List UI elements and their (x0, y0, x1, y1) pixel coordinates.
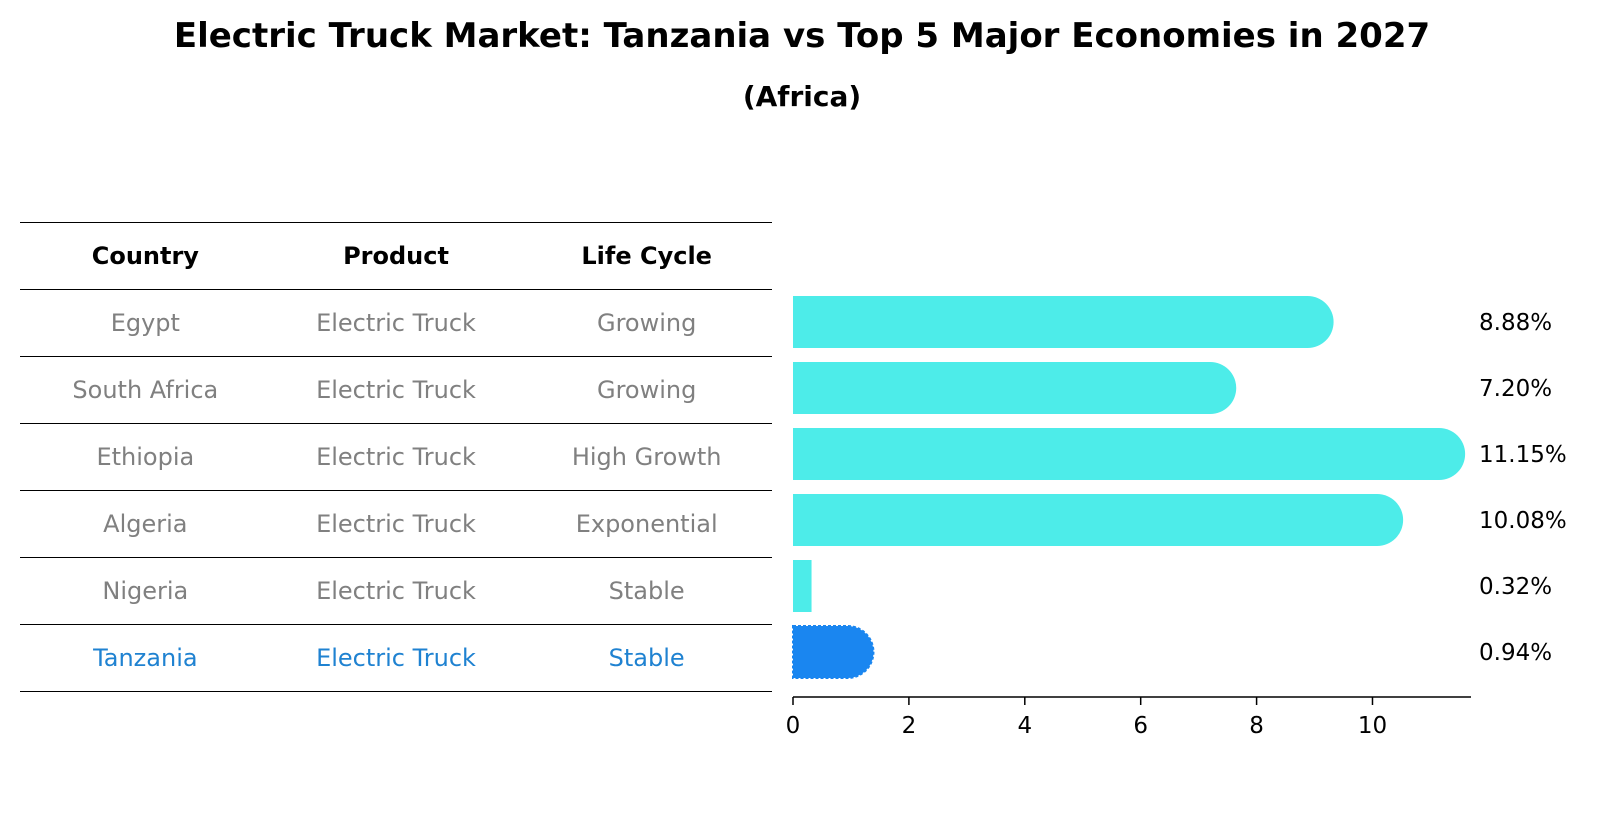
header-product: Product (343, 242, 449, 270)
bar-tanzania (792, 625, 875, 679)
cell-country: Tanzania (93, 644, 198, 672)
cell-life-cycle: High Growth (571, 443, 722, 471)
cell-life-cycle: Stable (608, 577, 685, 605)
table-row: Nigeria Electric Truck Stable (20, 557, 772, 624)
cell-life-cycle: Growing (596, 309, 697, 337)
chart-subtitle: (Africa) (742, 80, 862, 113)
header-life-cycle: Life Cycle (581, 242, 712, 270)
cell-country: Egypt (110, 309, 180, 337)
table-row: Egypt Electric Truck Growing (20, 289, 772, 356)
cell-product: Electric Truck (316, 644, 476, 672)
x-tick-label: 2 (902, 713, 917, 739)
cell-product: Electric Truck (316, 443, 476, 471)
cell-life-cycle: Stable (608, 644, 685, 672)
table-row-highlight: Tanzania Electric Truck Stable (20, 624, 772, 692)
table-header-row: Country Product Life Cycle (20, 222, 772, 289)
bar-value-label: 10.08% (1479, 508, 1567, 534)
cell-product: Electric Truck (316, 309, 476, 337)
cell-country: South Africa (72, 376, 219, 404)
bar-value-label: 8.88% (1479, 310, 1552, 336)
header-country: Country (91, 242, 199, 270)
bar-nigeria (793, 560, 812, 612)
x-tick-label: 6 (1133, 713, 1148, 739)
cell-life-cycle: Exponential (575, 510, 718, 538)
bar-south-africa (793, 362, 1237, 414)
chart-title: Electric Truck Market: Tanzania vs Top 5… (173, 16, 1431, 56)
cell-country: Algeria (103, 510, 188, 538)
table-row: Algeria Electric Truck Exponential (20, 490, 772, 557)
cell-product: Electric Truck (316, 376, 476, 404)
x-tick-label: 10 (1358, 713, 1387, 739)
cell-product: Electric Truck (316, 510, 476, 538)
data-table: Country Product Life Cycle Egypt Electri… (20, 222, 772, 692)
cell-life-cycle: Growing (596, 376, 697, 404)
bar-ethiopia (793, 428, 1466, 480)
table-row: Ethiopia Electric Truck High Growth (20, 423, 772, 490)
cell-product: Electric Truck (316, 577, 476, 605)
bar-value-label: 7.20% (1479, 376, 1552, 402)
x-tick-label: 4 (1017, 713, 1032, 739)
bar-algeria (793, 494, 1404, 546)
cell-country: Ethiopia (96, 443, 195, 471)
bar-value-label: 11.15% (1479, 442, 1567, 468)
bar-value-label: 0.94% (1479, 640, 1552, 666)
x-tick-label: 0 (786, 713, 801, 739)
bar-value-label: 0.32% (1479, 574, 1552, 600)
table-row: South Africa Electric Truck Growing (20, 356, 772, 423)
bar-egypt (793, 296, 1334, 348)
x-tick-label: 8 (1249, 713, 1264, 739)
cell-country: Nigeria (102, 577, 189, 605)
